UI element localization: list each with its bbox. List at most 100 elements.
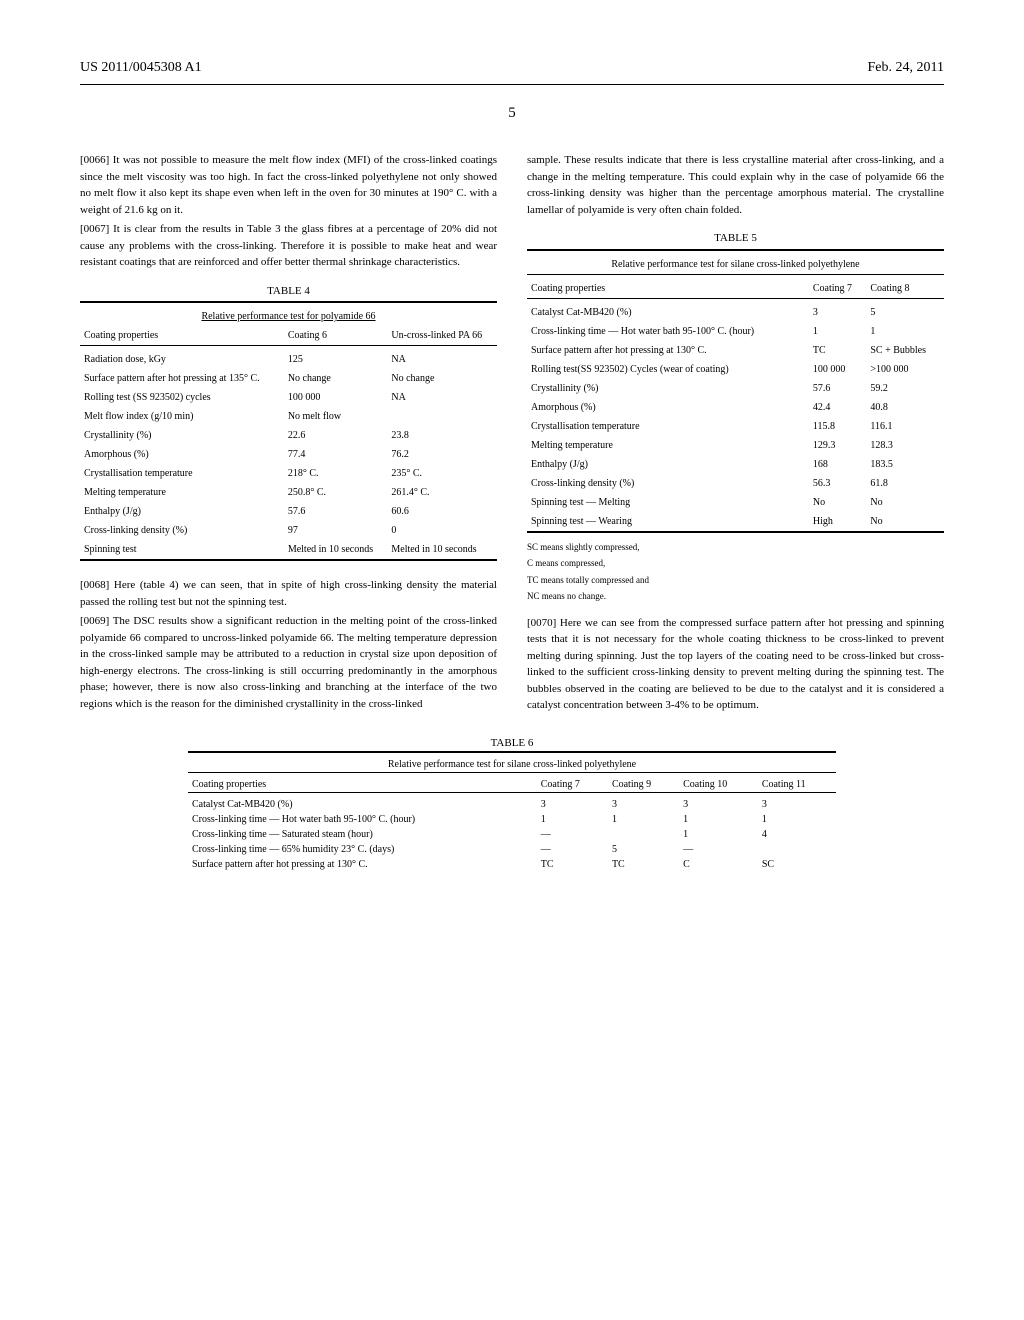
pub-date: Feb. 24, 2011: [868, 60, 944, 76]
cell: 59.2: [866, 379, 944, 398]
cell: No: [809, 493, 867, 512]
cell: Catalyst Cat-MB420 (%): [527, 303, 809, 322]
two-column-layout: [0066] It was not possible to measure th…: [80, 152, 944, 717]
cell: 61.8: [866, 474, 944, 493]
cell: 128.3: [866, 436, 944, 455]
table5-footnote-2: TC means totally compressed and: [527, 574, 944, 587]
cell: 100 000: [809, 360, 867, 379]
cell: 1: [608, 812, 679, 827]
cell: 5: [608, 842, 679, 857]
table6-col4: Coating 11: [758, 777, 836, 793]
cell: No melt flow: [284, 407, 388, 426]
table5-col1: Coating 7: [809, 279, 867, 299]
right-column: sample. These results indicate that ther…: [527, 152, 944, 717]
cell: Cross-linking time — Saturated steam (ho…: [188, 827, 537, 842]
table6-col2: Coating 9: [608, 777, 679, 793]
cell: 42.4: [809, 398, 867, 417]
cell: 183.5: [866, 455, 944, 474]
cell: TC: [809, 341, 867, 360]
cell: Cross-linking density (%): [80, 521, 284, 540]
table-4: Relative performance test for polyamide …: [80, 301, 497, 565]
cell: 1: [809, 322, 867, 341]
cell: 261.4° C.: [387, 483, 497, 502]
cell: Rolling test (SS 923502) cycles: [80, 388, 284, 407]
cell: TC: [537, 857, 608, 872]
cell: SC + Bubbles: [866, 341, 944, 360]
table6-wrapper: TABLE 6 Relative performance test for si…: [188, 737, 836, 872]
table5-footnote-0: SC means slightly compressed,: [527, 541, 944, 554]
cell: Melting temperature: [80, 483, 284, 502]
cell: NA: [387, 388, 497, 407]
cell: 4: [758, 827, 836, 842]
cell: 116.1: [866, 417, 944, 436]
cell: Cross-linking density (%): [527, 474, 809, 493]
cell: 76.2: [387, 445, 497, 464]
cell: No change: [387, 369, 497, 388]
table5-col0: Coating properties: [527, 279, 809, 299]
table4-col1: Coating 6: [284, 326, 388, 346]
cell: NA: [387, 350, 497, 369]
para-0066: [0066] It was not possible to measure th…: [80, 152, 497, 218]
cell: Cross-linking time — 65% humidity 23° C.…: [188, 842, 537, 857]
para-top-right: sample. These results indicate that ther…: [527, 152, 944, 218]
cell: Enthalpy (J/g): [80, 502, 284, 521]
para-0067: [0067] It is clear from the results in T…: [80, 221, 497, 271]
cell: —: [537, 827, 608, 842]
cell: Surface pattern after hot pressing at 13…: [188, 857, 537, 872]
cell: 235° C.: [387, 464, 497, 483]
table5-footnote-1: C means compressed,: [527, 557, 944, 570]
cell: 1: [758, 812, 836, 827]
table4-label: TABLE 4: [80, 283, 497, 300]
table4-col0: Coating properties: [80, 326, 284, 346]
cell: Crystallisation temperature: [527, 417, 809, 436]
cell: 5: [866, 303, 944, 322]
cell: 1: [537, 812, 608, 827]
cell: 40.8: [866, 398, 944, 417]
cell: TC: [608, 857, 679, 872]
cell: 56.3: [809, 474, 867, 493]
cell: Spinning test: [80, 540, 284, 560]
cell: Cross-linking time — Hot water bath 95-1…: [527, 322, 809, 341]
cell: >100 000: [866, 360, 944, 379]
table5-col2: Coating 8: [866, 279, 944, 299]
table-5: Relative performance test for silane cro…: [527, 249, 944, 537]
cell: 100 000: [284, 388, 388, 407]
cell: 3: [679, 797, 758, 812]
cell: Melted in 10 seconds: [284, 540, 388, 560]
cell: Cross-linking time — Hot water bath 95-1…: [188, 812, 537, 827]
cell: Melted in 10 seconds: [387, 540, 497, 560]
cell: C: [679, 857, 758, 872]
cell: 3: [758, 797, 836, 812]
para-0068: [0068] Here (table 4) we can seen, that …: [80, 577, 497, 610]
cell: [608, 827, 679, 842]
table4-title: Relative performance test for polyamide …: [201, 311, 375, 322]
left-column: [0066] It was not possible to measure th…: [80, 152, 497, 717]
cell: SC: [758, 857, 836, 872]
cell: [387, 407, 497, 426]
cell: 22.6: [284, 426, 388, 445]
cell: No change: [284, 369, 388, 388]
table6-title: Relative performance test for silane cro…: [188, 757, 836, 773]
table6-col0: Coating properties: [188, 777, 537, 793]
cell: Amorphous (%): [527, 398, 809, 417]
cell: 57.6: [284, 502, 388, 521]
cell: —: [679, 842, 758, 857]
cell: Spinning test — Wearing: [527, 512, 809, 532]
cell: 1: [679, 827, 758, 842]
cell: Enthalpy (J/g): [527, 455, 809, 474]
cell: Melting temperature: [527, 436, 809, 455]
cell: 115.8: [809, 417, 867, 436]
para-0070: [0070] Here we can see from the compress…: [527, 615, 944, 714]
cell: Surface pattern after hot pressing at 13…: [80, 369, 284, 388]
cell: Spinning test — Melting: [527, 493, 809, 512]
table5-title: Relative performance test for silane cro…: [527, 255, 944, 275]
cell: 77.4: [284, 445, 388, 464]
cell: Rolling test(SS 923502) Cycles (wear of …: [527, 360, 809, 379]
cell: 125: [284, 350, 388, 369]
cell: No: [866, 512, 944, 532]
page-number: 5: [80, 105, 944, 122]
table6-col3: Coating 10: [679, 777, 758, 793]
cell: Surface pattern after hot pressing at 13…: [527, 341, 809, 360]
cell: Catalyst Cat-MB420 (%): [188, 797, 537, 812]
cell: 57.6: [809, 379, 867, 398]
